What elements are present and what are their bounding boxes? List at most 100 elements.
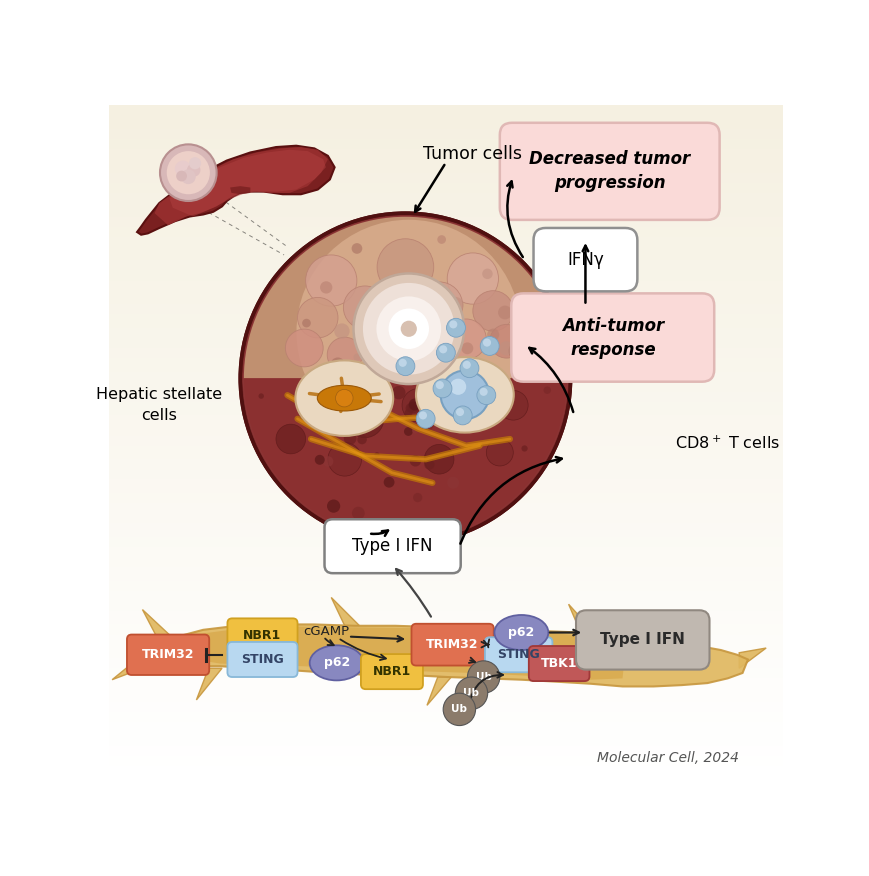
Bar: [109, 180, 782, 183]
Bar: [109, 743, 782, 745]
Bar: [109, 632, 782, 634]
Bar: [109, 719, 782, 722]
Bar: [109, 145, 782, 149]
Bar: [109, 203, 782, 207]
Circle shape: [352, 506, 364, 519]
Bar: [109, 449, 782, 453]
Circle shape: [387, 281, 400, 294]
FancyBboxPatch shape: [511, 293, 713, 382]
Text: NBR1: NBR1: [243, 629, 282, 642]
Polygon shape: [112, 661, 137, 680]
Bar: [109, 665, 782, 668]
Bar: [109, 554, 782, 557]
FancyBboxPatch shape: [227, 642, 297, 677]
Bar: [109, 277, 782, 280]
Bar: [109, 294, 782, 298]
Circle shape: [181, 169, 196, 184]
Bar: [109, 318, 782, 321]
Bar: [109, 712, 782, 716]
Bar: [109, 331, 782, 335]
Circle shape: [176, 171, 187, 181]
Text: Ub: Ub: [475, 672, 491, 682]
Circle shape: [453, 343, 461, 350]
Bar: [109, 604, 782, 608]
Circle shape: [363, 404, 369, 410]
Circle shape: [343, 286, 386, 329]
Bar: [109, 601, 782, 604]
Bar: [109, 520, 782, 523]
Circle shape: [447, 477, 459, 489]
Circle shape: [296, 220, 521, 444]
Bar: [109, 159, 782, 163]
Circle shape: [447, 253, 498, 304]
Bar: [109, 705, 782, 709]
Bar: [109, 661, 782, 665]
Circle shape: [486, 439, 513, 466]
Polygon shape: [568, 604, 594, 632]
Bar: [109, 163, 782, 166]
Bar: [109, 348, 782, 351]
Bar: [109, 517, 782, 520]
Bar: [109, 658, 782, 661]
Bar: [109, 321, 782, 324]
Circle shape: [383, 477, 394, 488]
Bar: [109, 533, 782, 537]
Circle shape: [412, 427, 417, 434]
Bar: [109, 675, 782, 678]
Bar: [109, 550, 782, 554]
Bar: [109, 378, 782, 382]
Bar: [109, 530, 782, 533]
Bar: [109, 736, 782, 739]
Circle shape: [479, 388, 488, 396]
Bar: [109, 240, 782, 244]
Bar: [109, 207, 782, 209]
Polygon shape: [137, 145, 335, 235]
Text: CD8$^+$ T cells: CD8$^+$ T cells: [674, 435, 779, 452]
Bar: [109, 725, 782, 729]
Bar: [109, 109, 782, 112]
Circle shape: [378, 382, 384, 388]
Bar: [109, 412, 782, 415]
Circle shape: [448, 321, 457, 328]
Bar: [109, 392, 782, 395]
Circle shape: [334, 323, 349, 339]
Circle shape: [351, 244, 362, 254]
Circle shape: [440, 371, 488, 419]
Bar: [109, 409, 782, 412]
Bar: [109, 196, 782, 200]
Bar: [109, 406, 782, 409]
Circle shape: [374, 452, 379, 457]
Bar: [109, 368, 782, 371]
Circle shape: [419, 394, 431, 406]
Circle shape: [372, 321, 383, 333]
Circle shape: [418, 414, 427, 422]
Ellipse shape: [494, 615, 547, 650]
Bar: [109, 745, 782, 749]
Bar: [109, 189, 782, 193]
Ellipse shape: [295, 360, 393, 436]
Bar: [109, 233, 782, 237]
Circle shape: [404, 409, 412, 417]
Text: p62: p62: [507, 626, 534, 639]
FancyBboxPatch shape: [528, 646, 589, 681]
Bar: [109, 105, 782, 109]
Circle shape: [354, 324, 367, 337]
Bar: [109, 307, 782, 311]
Circle shape: [359, 364, 375, 380]
Text: Molecular Cell, 2024: Molecular Cell, 2024: [596, 751, 739, 765]
Bar: [109, 513, 782, 517]
Circle shape: [405, 404, 415, 413]
Circle shape: [462, 361, 470, 369]
Circle shape: [305, 255, 356, 307]
Bar: [109, 682, 782, 685]
Circle shape: [489, 324, 523, 358]
Bar: [109, 543, 782, 547]
Bar: [109, 557, 782, 561]
Bar: [109, 672, 782, 675]
Bar: [109, 618, 782, 621]
Circle shape: [167, 151, 209, 194]
Bar: [109, 169, 782, 173]
Circle shape: [397, 336, 413, 352]
Text: Type I IFN: Type I IFN: [600, 632, 685, 647]
Circle shape: [434, 357, 445, 369]
